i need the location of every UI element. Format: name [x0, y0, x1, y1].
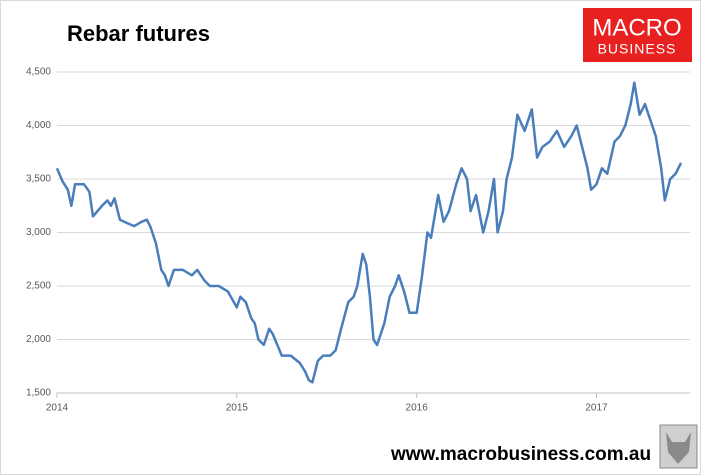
logo-box — [583, 8, 692, 62]
y-tick-label: 4,500 — [26, 67, 51, 78]
logo-text: BUSINESS — [598, 41, 677, 57]
y-tick-label: 1,500 — [26, 388, 51, 399]
y-tick-label: 2,000 — [26, 334, 51, 345]
price-line — [55, 81, 683, 384]
y-tick-label: 3,000 — [26, 227, 51, 238]
footer-url: www.macrobusiness.com.au — [390, 444, 651, 465]
y-tick-label: 2,500 — [26, 281, 51, 292]
chart-title: Rebar futures — [67, 21, 210, 46]
wolf-icon — [666, 432, 691, 464]
y-tick-label: 4,000 — [26, 120, 51, 131]
y-tick-label: 3,500 — [26, 174, 51, 185]
x-tick-label: 2016 — [406, 403, 429, 414]
x-tick-label: 2017 — [585, 403, 608, 414]
x-tick-label: 2014 — [46, 403, 69, 414]
x-tick-label: 2015 — [226, 403, 249, 414]
logo-text: MACRO — [592, 14, 681, 41]
